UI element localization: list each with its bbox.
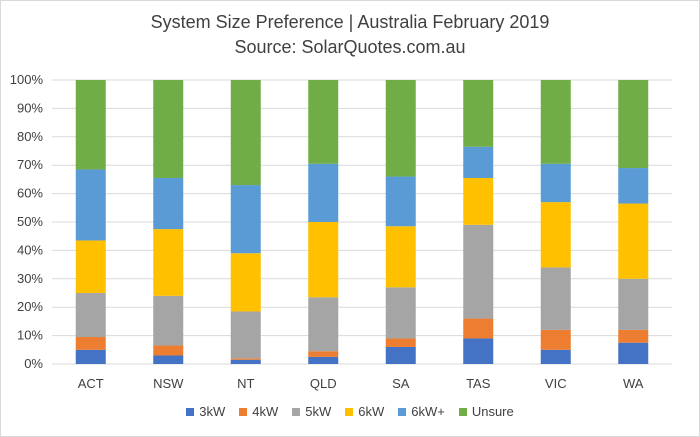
y-tick-label: 20% [17,299,43,314]
y-axis-tick-labels: 0% 10% 20% 30% 40% 50% 60% 70% 80% 90% 100% [10,72,44,371]
gridlines [52,79,672,365]
bar-segment-tas-4kw [463,318,494,339]
y-tick-label: 100% [10,72,44,87]
legend-swatch [292,407,301,416]
bar-segment-nt-3kw [230,359,261,364]
bar-segment-vic-unsure [540,80,571,164]
x-tick-label: TAS [466,376,491,391]
x-tick-label: WA [623,376,644,391]
bar-segment-nt-5kw [230,311,261,359]
bar-segment-qld-6kwplus [308,163,339,222]
x-tick-label: SA [392,376,410,391]
bar-segment-wa-3kw [618,342,649,364]
bar-segment-act-unsure [75,80,106,170]
y-tick-label: 0% [24,356,43,371]
bar-segment-wa-unsure [618,80,649,169]
legend-item: Unsure [458,404,514,419]
chart-subtitle: Source: SolarQuotes.com.au [234,37,466,57]
y-tick-label: 10% [17,328,43,343]
bar-segment-nt-6kw [230,253,261,312]
bar-segment-wa-4kw [618,329,649,343]
bar-segment-wa-5kw [618,278,649,330]
bar-segment-nt-6kwplus [230,185,261,254]
x-axis-tick-labels: ACT NSW NT QLD SA TAS VIC WA [78,376,644,391]
bar-segment-vic-3kw [540,349,571,364]
legend-swatch [345,407,354,416]
chart-title: System Size Preference | Australia Febru… [150,12,550,32]
bar-segment-act-6kwplus [75,169,106,241]
bar-segment-tas-5kw [463,224,494,319]
bar-segment-tas-3kw [463,338,494,364]
legend-label: 3kW [199,404,226,419]
bar-segment-sa-5kw [385,287,416,339]
y-tick-label: 30% [17,271,43,286]
bar-segment-tas-unsure [463,80,494,147]
bar-segment-tas-6kwplus [463,146,494,178]
legend-label: 5kW [305,404,332,419]
bar-segment-sa-6kw [385,226,416,288]
y-tick-label: 40% [17,242,43,257]
bar-segment-qld-3kw [308,356,339,364]
bars [75,80,649,364]
bar-segment-vic-6kwplus [540,163,571,203]
bar-segment-vic-4kw [540,329,571,350]
y-tick-label: 60% [17,186,43,201]
legend-item: 5kW [292,404,331,419]
bar-segment-sa-6kwplus [385,176,416,227]
bar-segment-qld-4kw [308,351,339,357]
bar-segment-nsw-unsure [153,80,184,178]
bar-segment-qld-5kw [308,297,339,352]
bar-segment-sa-unsure [385,80,416,177]
legend-swatch [239,407,248,416]
x-tick-label: ACT [78,376,104,391]
y-tick-label: 90% [17,100,43,115]
legend-item: 6kW+ [398,404,445,419]
y-tick-label: 80% [17,129,43,144]
bar-segment-tas-6kw [463,177,494,225]
bar-segment-qld-unsure [308,80,339,164]
bar-segment-nsw-3kw [153,355,184,364]
x-tick-label: NT [237,376,254,391]
bar-segment-nt-4kw [230,358,261,360]
chart-legend: 3kW 4kW 5kW 6kW 6kW+ Unsure [0,404,700,419]
legend-item: 6kW [345,404,384,419]
y-tick-label: 70% [17,157,43,172]
y-tick-label: 50% [17,214,43,229]
bar-segment-act-3kw [75,349,106,364]
legend-swatch [458,407,467,416]
legend-swatch [186,407,195,416]
x-tick-label: QLD [310,376,337,391]
legend-label: Unsure [471,404,514,419]
bar-segment-nsw-4kw [153,345,184,356]
bar-segment-nsw-6kwplus [153,177,184,230]
bar-segment-qld-6kw [308,222,339,298]
bar-segment-vic-5kw [540,267,571,330]
bar-segment-sa-3kw [385,346,416,364]
legend-item: 4kW [239,404,278,419]
bar-segment-act-5kw [75,293,106,338]
legend-label: 6kW+ [411,404,445,419]
bar-segment-nsw-6kw [153,229,184,296]
legend-swatch [398,407,407,416]
x-tick-label: VIC [545,376,567,391]
bar-segment-nt-unsure [230,80,261,186]
bar-segment-vic-6kw [540,202,571,268]
bar-segment-wa-6kw [618,203,649,279]
bar-segment-act-6kw [75,240,106,293]
x-tick-label: NSW [153,376,184,391]
legend-item: 3kW [186,404,225,419]
bar-segment-wa-6kwplus [618,168,649,204]
bar-segment-nsw-5kw [153,295,184,346]
legend-label: 6kW [358,404,385,419]
bar-segment-act-4kw [75,337,106,350]
legend-label: 4kW [252,404,279,419]
bar-segment-sa-4kw [385,338,416,347]
